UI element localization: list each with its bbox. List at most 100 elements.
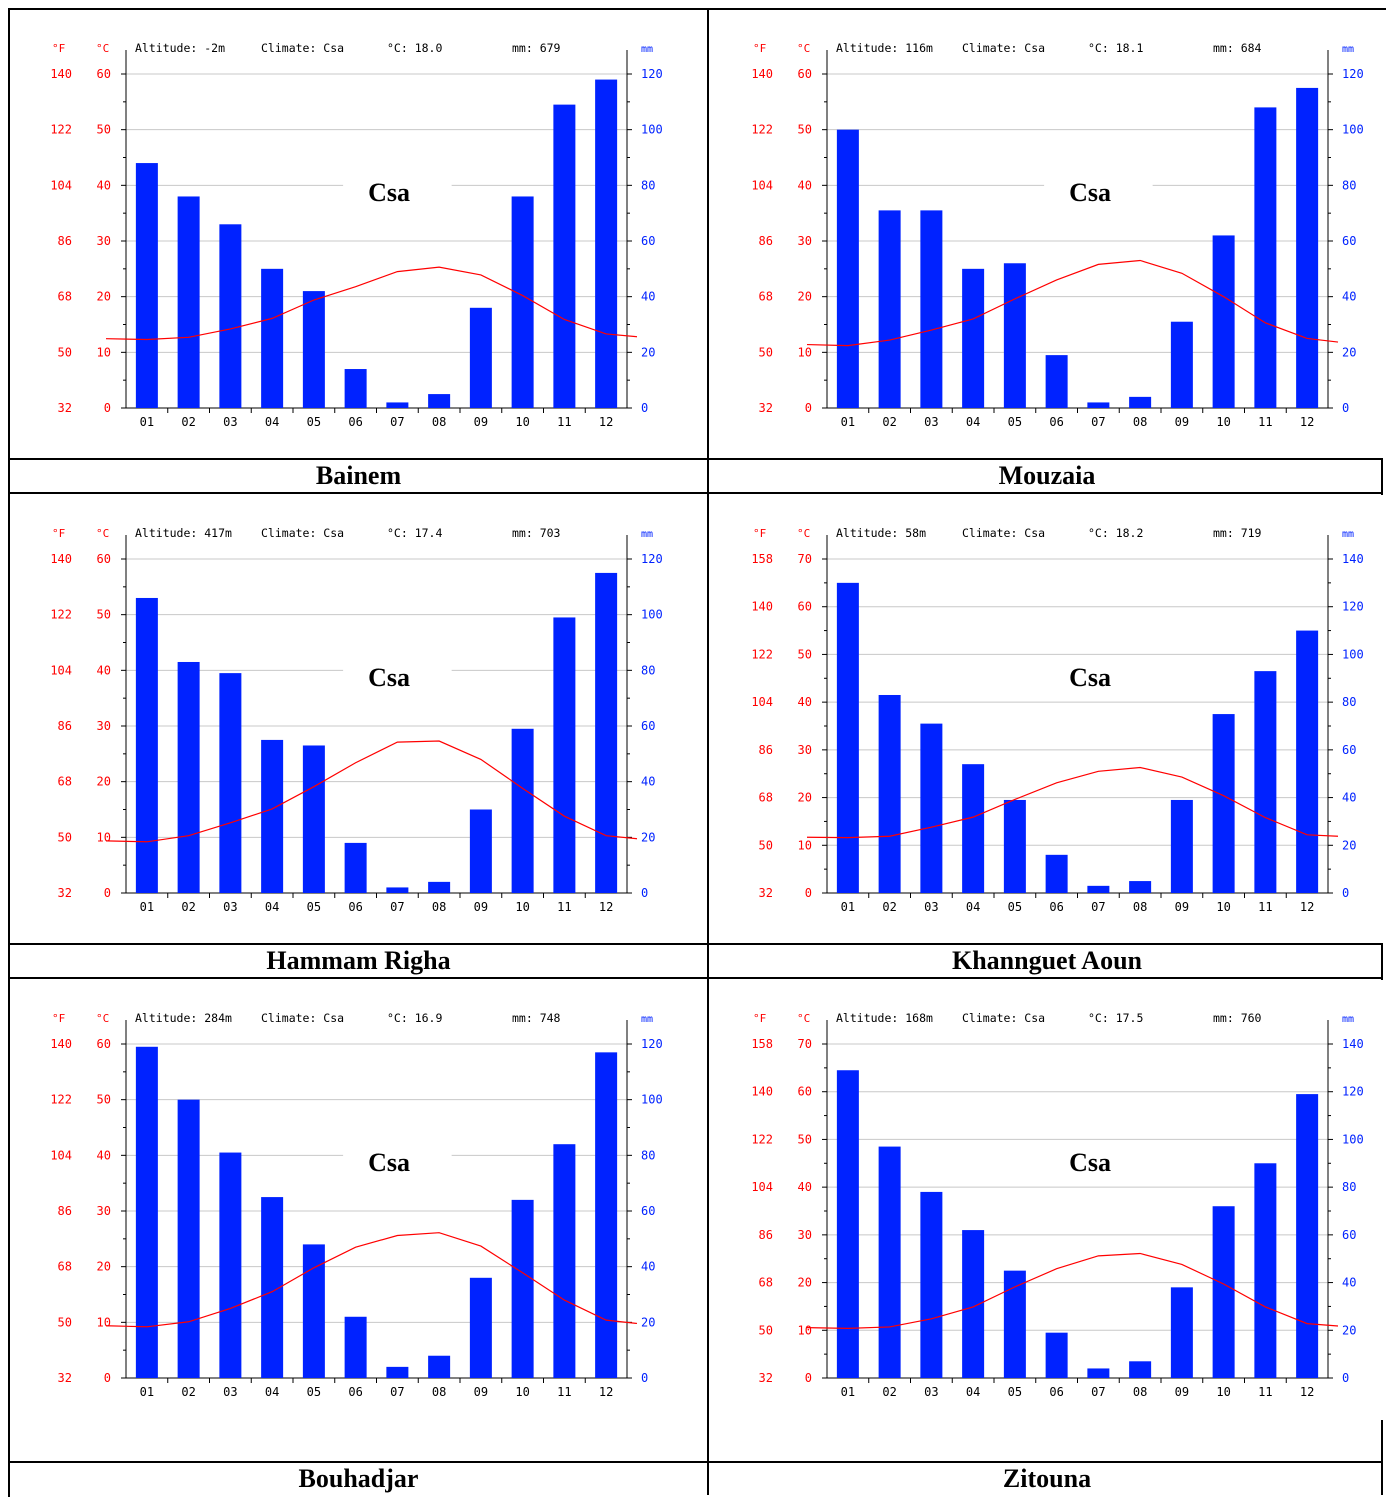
precip-bar bbox=[595, 79, 618, 409]
caption-bainem: Bainem bbox=[315, 461, 402, 490]
fahrenheit-tick-label: 50 bbox=[58, 1315, 72, 1329]
mm-tick-label: 120 bbox=[641, 1037, 663, 1051]
mean-temp-label: °C: 18.2 bbox=[1088, 526, 1143, 540]
celsius-tick-label: 30 bbox=[97, 1204, 111, 1218]
mm-tick-label: 120 bbox=[1342, 600, 1364, 614]
altitude-label: Altitude: 58m bbox=[836, 526, 926, 540]
month-tick-label: 08 bbox=[1133, 900, 1147, 914]
fahrenheit-tick-label: 32 bbox=[58, 886, 72, 900]
precip-bar bbox=[595, 572, 618, 893]
mm-tick-label: 80 bbox=[1342, 178, 1356, 192]
fahrenheit-tick-label: 68 bbox=[58, 1260, 72, 1274]
month-tick-label: 03 bbox=[223, 900, 237, 914]
mm-tick-label: 0 bbox=[1342, 886, 1349, 900]
fahrenheit-tick-label: 68 bbox=[759, 791, 773, 805]
mm-tick-label: 100 bbox=[1342, 123, 1364, 137]
celsius-tick-label: 30 bbox=[798, 743, 812, 757]
celsius-unit-label: °C bbox=[797, 527, 810, 540]
table-rule-2a bbox=[8, 943, 1383, 945]
precip-bar bbox=[1087, 1368, 1110, 1378]
celsius-tick-label: 60 bbox=[798, 1085, 812, 1099]
precip-bar bbox=[469, 809, 492, 893]
annual-precip-label: mm: 719 bbox=[1213, 526, 1262, 540]
precip-bar bbox=[920, 723, 943, 893]
celsius-tick-label: 40 bbox=[97, 663, 111, 677]
celsius-unit-label: °C bbox=[96, 1012, 109, 1025]
celsius-tick-label: 10 bbox=[97, 345, 111, 359]
month-tick-label: 05 bbox=[1008, 415, 1022, 429]
celsius-tick-label: 20 bbox=[97, 1260, 111, 1274]
month-tick-label: 06 bbox=[1049, 1385, 1063, 1399]
altitude-label: Altitude: 417m bbox=[135, 526, 232, 540]
fahrenheit-tick-label: 68 bbox=[759, 1276, 773, 1290]
month-tick-label: 10 bbox=[1216, 1385, 1230, 1399]
chart-cell-zitouna: °F °C Altitude: 168m Climate: Csa °C: 17.5 mm… bbox=[711, 980, 1383, 1460]
celsius-tick-label: 10 bbox=[97, 830, 111, 844]
celsius-unit-label: °C bbox=[797, 1012, 810, 1025]
month-tick-label: 07 bbox=[1091, 415, 1105, 429]
month-tick-label: 10 bbox=[515, 1385, 529, 1399]
mean-temp-label: °C: 18.0 bbox=[387, 41, 442, 55]
mm-tick-label: 60 bbox=[1342, 234, 1356, 248]
month-tick-label: 03 bbox=[223, 1385, 237, 1399]
climate-code-label: Csa bbox=[368, 178, 410, 207]
celsius-unit-label: °C bbox=[96, 42, 109, 55]
chart-cell-mouzaia: °F °C Altitude: 116m Climate: Csa °C: 18.1 mm… bbox=[711, 10, 1383, 458]
precip-bar bbox=[511, 728, 534, 893]
celsius-tick-label: 0 bbox=[104, 401, 111, 415]
precip-bar bbox=[1003, 263, 1026, 408]
celsius-tick-label: 50 bbox=[798, 647, 812, 661]
celsius-tick-label: 40 bbox=[798, 695, 812, 709]
mm-tick-label: 100 bbox=[641, 1093, 663, 1107]
climate-label: Climate: Csa bbox=[962, 1011, 1045, 1025]
precip-bar bbox=[920, 1191, 943, 1378]
celsius-tick-label: 70 bbox=[798, 552, 812, 566]
fahrenheit-tick-label: 86 bbox=[759, 1228, 773, 1242]
month-tick-label: 10 bbox=[1216, 900, 1230, 914]
mm-tick-label: 100 bbox=[641, 608, 663, 622]
precip-bar bbox=[177, 196, 200, 408]
fahrenheit-tick-label: 86 bbox=[58, 719, 72, 733]
chart-cell-bouhadjar: °F °C Altitude: 284m Climate: Csa °C: 16.9 mm… bbox=[10, 980, 707, 1460]
fahrenheit-tick-label: 122 bbox=[50, 123, 72, 137]
annual-precip-label: mm: 684 bbox=[1213, 41, 1262, 55]
precip-bar bbox=[428, 394, 451, 408]
precip-bar bbox=[511, 1199, 534, 1378]
climate-chart-svg: °F °C Altitude: -2m Climate: Csa °C: 18.0 mm:… bbox=[50, 41, 662, 429]
altitude-label: Altitude: 116m bbox=[836, 41, 933, 55]
month-tick-label: 09 bbox=[474, 1385, 488, 1399]
fahrenheit-unit-label: °F bbox=[52, 42, 65, 55]
temperature-line bbox=[806, 259, 1339, 347]
precip-bar bbox=[219, 224, 242, 408]
fahrenheit-tick-label: 86 bbox=[759, 743, 773, 757]
climate-label: Climate: Csa bbox=[962, 41, 1045, 55]
table-rule-1a bbox=[8, 458, 1383, 460]
month-tick-label: 04 bbox=[265, 1385, 279, 1399]
month-tick-label: 05 bbox=[307, 1385, 321, 1399]
fahrenheit-tick-label: 104 bbox=[751, 1180, 773, 1194]
climate-chart-svg: °F °C Altitude: 417m Climate: Csa °C: 17.4 mm… bbox=[50, 526, 663, 914]
mm-tick-label: 0 bbox=[641, 401, 648, 415]
precip-bar bbox=[302, 1244, 325, 1378]
month-tick-label: 04 bbox=[966, 900, 980, 914]
fahrenheit-tick-label: 122 bbox=[50, 608, 72, 622]
temperature-line bbox=[105, 740, 638, 843]
celsius-tick-label: 20 bbox=[798, 290, 812, 304]
precip-bar bbox=[511, 196, 534, 408]
month-tick-label: 12 bbox=[1300, 1385, 1314, 1399]
celsius-tick-label: 20 bbox=[97, 290, 111, 304]
climate-code-label: Csa bbox=[1069, 178, 1111, 207]
climate-code-label: Csa bbox=[1069, 1148, 1111, 1177]
month-tick-label: 11 bbox=[1258, 900, 1272, 914]
fahrenheit-tick-label: 104 bbox=[50, 178, 72, 192]
fahrenheit-tick-label: 104 bbox=[751, 178, 773, 192]
annual-precip-label: mm: 748 bbox=[512, 1011, 561, 1025]
month-tick-label: 08 bbox=[432, 900, 446, 914]
precip-bar bbox=[1170, 321, 1193, 408]
month-tick-label: 01 bbox=[140, 1385, 154, 1399]
precip-bar bbox=[261, 268, 284, 408]
precip-bar bbox=[1254, 1163, 1277, 1378]
precip-bar bbox=[1212, 714, 1235, 893]
month-tick-label: 09 bbox=[474, 415, 488, 429]
climate-chart-svg: °F °C Altitude: 168m Climate: Csa °C: 17.5 mm… bbox=[751, 1011, 1363, 1399]
